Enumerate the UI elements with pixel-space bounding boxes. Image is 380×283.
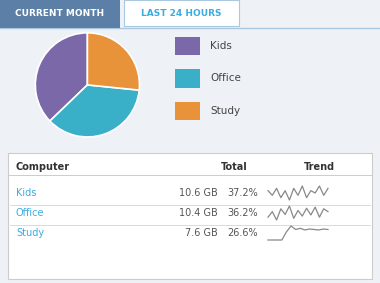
Text: 7.6 GB: 7.6 GB bbox=[185, 228, 218, 238]
Text: CURRENT MONTH: CURRENT MONTH bbox=[16, 10, 104, 18]
Bar bbox=[124, 0, 239, 26]
Text: 10.4 GB: 10.4 GB bbox=[179, 208, 218, 218]
Text: Office: Office bbox=[211, 73, 241, 83]
Text: 10.6 GB: 10.6 GB bbox=[179, 188, 218, 198]
Text: Total: Total bbox=[221, 162, 248, 172]
Text: 36.2%: 36.2% bbox=[227, 208, 258, 218]
Text: Computer: Computer bbox=[16, 162, 70, 172]
Wedge shape bbox=[87, 33, 139, 90]
Bar bbox=[0, 0, 120, 28]
Text: Kids: Kids bbox=[16, 188, 36, 198]
Text: Study: Study bbox=[211, 106, 241, 116]
Text: Trend: Trend bbox=[304, 162, 335, 172]
Text: Office: Office bbox=[16, 208, 44, 218]
Wedge shape bbox=[50, 85, 139, 137]
Bar bbox=[175, 102, 201, 120]
Bar bbox=[175, 69, 201, 87]
Bar bbox=[175, 37, 201, 55]
Text: LAST 24 HOURS: LAST 24 HOURS bbox=[141, 8, 222, 18]
Bar bbox=[8, 153, 372, 279]
Text: Study: Study bbox=[16, 228, 44, 238]
Wedge shape bbox=[35, 33, 87, 121]
Text: 37.2%: 37.2% bbox=[227, 188, 258, 198]
Text: 26.6%: 26.6% bbox=[227, 228, 258, 238]
Text: Kids: Kids bbox=[211, 41, 232, 51]
